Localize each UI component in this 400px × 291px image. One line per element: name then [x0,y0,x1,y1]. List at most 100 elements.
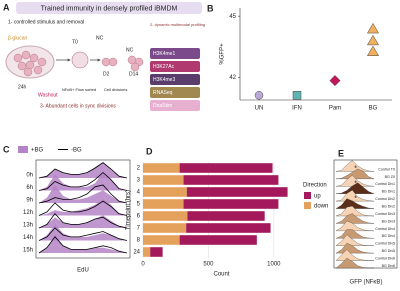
x-axis-label: Count [213,272,229,278]
density-area [335,205,375,217]
density-area [39,199,127,216]
y-tick-label: 45 [229,14,236,20]
density-area [335,189,375,202]
sort: NFκB+ Flow sorted [62,87,96,92]
y-tick-label: 8 [137,238,141,244]
density-line [38,212,128,229]
x-tick-label: IFN [292,106,302,112]
duration: 24h [18,84,27,90]
x-tick-label: 1000 [267,262,281,268]
point [366,45,380,57]
row-label: BG Div5 [382,249,395,253]
legend-label: +BG [31,148,44,154]
legend-label: -BG [71,148,82,154]
stimulus: β-glucan [8,35,27,41]
row-label: 15h [23,248,33,254]
density-area [335,198,375,209]
bar-segment [183,175,279,185]
density-area [39,185,127,203]
row-label: Control Div2 [375,197,395,201]
legend-label: up [314,193,321,199]
density-line [38,171,128,191]
legend-swatch [18,146,28,153]
dividing-cells [101,55,144,72]
y-tick-label: 5 [137,202,141,208]
x-tick-label: 0 [141,262,145,268]
divisions: Cell divisions [104,87,127,92]
bar-segment [143,211,188,221]
legend-swatch [304,202,311,209]
density-area [335,229,375,239]
annotation: * [354,195,357,202]
density-area [335,243,375,254]
density-line [38,184,128,204]
bar-segment [143,175,184,185]
point [254,91,264,100]
row-label: BG Div1 [382,190,395,194]
panel-label: D [146,146,153,156]
bar-segment [186,223,271,233]
tube [71,51,89,69]
panel-label: E [338,148,344,158]
bar-segment [143,223,187,233]
annotation: * [354,181,357,188]
assay-label: H3K4me3 [153,77,175,83]
annotation: * [354,166,357,173]
row-label: BG Div4 [382,234,395,238]
legend-label: down [314,203,328,209]
point [366,22,380,34]
x-tick-label: UN [255,106,264,112]
y-tick-label: 7 [137,226,141,232]
assay-label: H3K4me1 [153,51,175,57]
row-label: 0h [26,173,33,179]
assay-list: H3K4me1 H3K27Ac H3K4me3 RNASeq DnaStim [150,48,200,111]
row-label: 9h [26,198,33,204]
row-label: Control Div5 [375,242,395,246]
row-label: Control Div4 [375,227,395,231]
step-3: 3- Abundant cells in sync divisions [40,103,116,109]
row-label: BG Div2 [382,205,395,209]
density-area [335,182,375,194]
legend-swatch [304,192,311,199]
bar-segment [143,187,187,197]
x-tick-label: BG [369,106,378,112]
y-tick-label: 24 [133,250,140,256]
assay-box [150,87,200,98]
density-area [335,175,375,187]
plot-frame [35,159,131,259]
panel-label: A [3,2,10,12]
panel-label: B [207,3,214,13]
x-tick-label: Pam [329,106,341,112]
assay-box [150,74,200,85]
bar-segment [186,187,288,197]
y-tick-label: 3 [137,178,141,184]
row-label: Control Div3 [375,212,395,216]
bar-segment [150,247,163,257]
point [292,91,302,100]
density-line [38,200,128,216]
assay-label: DnaStim [153,103,172,109]
nc: NC [96,35,104,41]
nc: NC [126,47,134,53]
bar-segment [183,199,279,209]
density-area [335,168,375,180]
density-area [335,234,375,246]
density-area [39,224,127,241]
density-line [38,227,128,241]
assay-box [150,61,200,72]
bar-segment [179,235,257,245]
d2: D2 [103,71,110,77]
y-tick-label: 2 [137,166,141,172]
x-tick-label: 500 [203,262,214,268]
legend-title: Direction [303,183,327,189]
row-label: BG Div3 [382,219,395,223]
density-area [39,161,127,178]
y-tick-label: 4 [137,190,141,196]
density-area [335,220,375,232]
x-axis-label: GFP (NFκB) [350,280,383,286]
d14: D14 [129,71,138,77]
assay-box [150,100,200,111]
x-axis-label: EdU [77,268,89,274]
